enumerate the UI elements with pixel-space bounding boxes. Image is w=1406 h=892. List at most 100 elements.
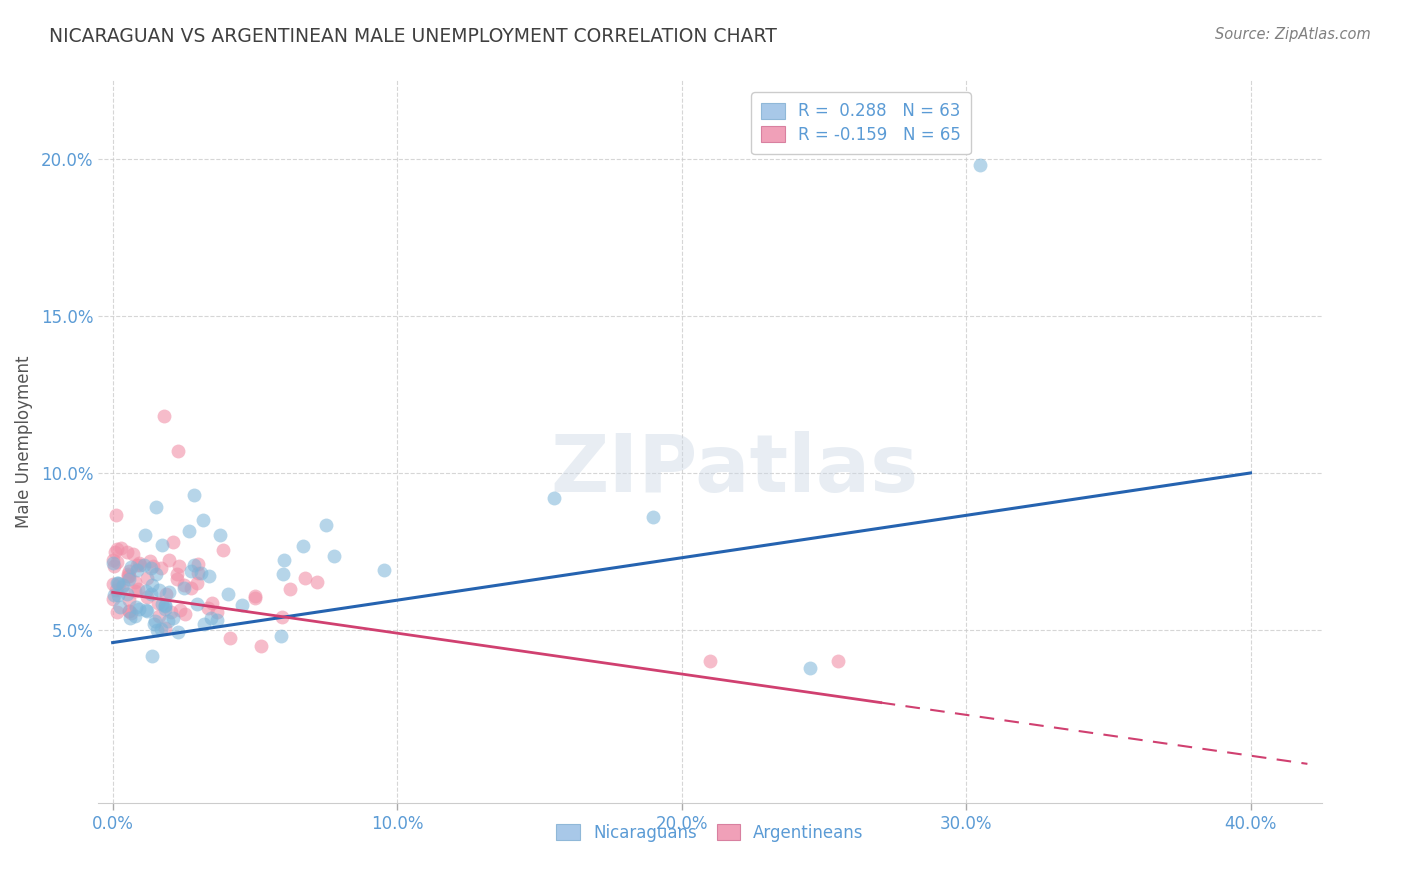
Point	[167, 625, 190, 640]
Point	[150, 538, 173, 552]
Point	[699, 655, 721, 669]
Point	[174, 607, 197, 622]
Point	[149, 622, 172, 636]
Point	[186, 597, 208, 611]
Point	[315, 517, 337, 532]
Point	[243, 590, 266, 604]
Point	[149, 560, 172, 574]
Point	[148, 583, 170, 598]
Point	[155, 587, 177, 601]
Point	[162, 534, 184, 549]
Point	[200, 611, 222, 625]
Point	[187, 557, 209, 571]
Y-axis label: Male Unemployment: Male Unemployment	[14, 355, 32, 528]
Point	[145, 500, 167, 514]
Point	[190, 566, 212, 580]
Point	[273, 553, 295, 567]
Point	[145, 566, 167, 581]
Point	[167, 559, 190, 574]
Point	[139, 554, 162, 568]
Point	[292, 539, 315, 553]
Point	[271, 567, 294, 582]
Point	[111, 578, 134, 592]
Point	[128, 556, 150, 570]
Point	[105, 508, 128, 523]
Point	[117, 566, 139, 581]
Point	[120, 606, 142, 620]
Point	[118, 572, 141, 586]
Point	[118, 564, 141, 578]
Point	[135, 604, 157, 618]
Point	[105, 542, 128, 557]
Point	[118, 611, 141, 625]
Point	[245, 591, 267, 605]
Point	[125, 563, 148, 577]
Point	[103, 558, 125, 573]
Point	[146, 596, 169, 610]
Point	[132, 558, 155, 573]
Point	[101, 553, 124, 567]
Point	[212, 543, 235, 558]
Point	[150, 597, 173, 611]
Point	[183, 487, 205, 501]
Point	[136, 591, 159, 605]
Point	[117, 603, 139, 617]
Point	[231, 598, 253, 612]
Point	[145, 615, 167, 629]
Point	[186, 575, 208, 590]
Point	[141, 578, 163, 592]
Point	[107, 588, 129, 602]
Point	[294, 571, 316, 585]
Point	[166, 567, 188, 582]
Point	[197, 601, 219, 615]
Point	[162, 610, 184, 624]
Point	[183, 558, 205, 572]
Point	[127, 582, 149, 596]
Text: NICARAGUAN VS ARGENTINEAN MALE UNEMPLOYMENT CORRELATION CHART: NICARAGUAN VS ARGENTINEAN MALE UNEMPLOYM…	[49, 27, 778, 45]
Point	[146, 623, 169, 637]
Point	[197, 569, 219, 583]
Point	[180, 564, 202, 578]
Text: Source: ZipAtlas.com: Source: ZipAtlas.com	[1215, 27, 1371, 42]
Point	[270, 629, 292, 643]
Point	[124, 608, 146, 623]
Point	[177, 524, 200, 539]
Point	[107, 576, 129, 591]
Point	[115, 586, 138, 600]
Point	[142, 617, 165, 632]
Point	[373, 564, 395, 578]
Point	[799, 661, 821, 675]
Point	[219, 631, 242, 645]
Point	[157, 584, 180, 599]
Point	[167, 444, 190, 458]
Point	[278, 582, 301, 596]
Point	[124, 600, 146, 615]
Point	[169, 603, 191, 617]
Point	[135, 584, 157, 599]
Point	[103, 588, 125, 602]
Point	[827, 655, 849, 669]
Point	[121, 547, 143, 561]
Point	[128, 558, 150, 572]
Point	[139, 561, 162, 575]
Point	[217, 586, 239, 600]
Point	[107, 576, 129, 591]
Point	[115, 545, 138, 559]
Point	[136, 571, 159, 585]
Point	[142, 559, 165, 574]
Point	[117, 569, 139, 583]
Text: ZIPatlas: ZIPatlas	[550, 432, 918, 509]
Point	[643, 510, 665, 524]
Point	[205, 613, 228, 627]
Point	[120, 560, 142, 574]
Point	[191, 512, 214, 526]
Point	[153, 409, 176, 424]
Point	[155, 621, 177, 635]
Point	[101, 556, 124, 570]
Point	[110, 541, 132, 556]
Point	[125, 558, 148, 573]
Point	[271, 609, 294, 624]
Point	[107, 577, 129, 591]
Legend: Nicaraguans, Argentineans: Nicaraguans, Argentineans	[550, 817, 870, 848]
Point	[118, 604, 141, 618]
